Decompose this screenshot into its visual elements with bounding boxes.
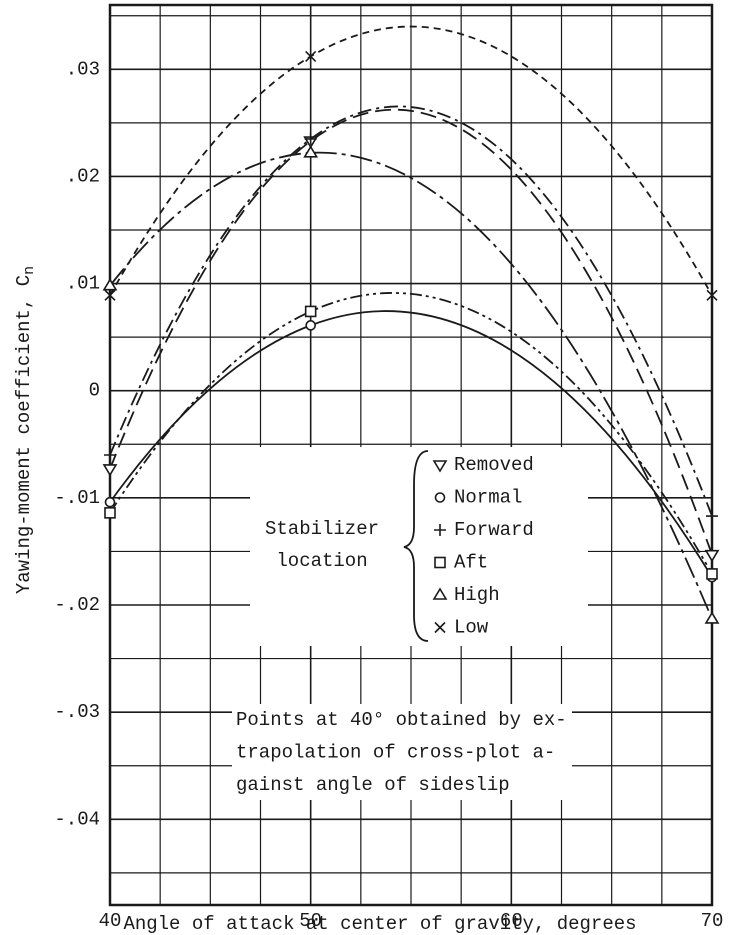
marker xyxy=(706,568,718,580)
legend-label: Low xyxy=(454,617,489,639)
y-tick-label: .01 xyxy=(66,273,100,295)
overlay: 40 50 60 70 .03 .02 .01 0 -.01 -.02 -.03 -.04 Angle … xyxy=(13,58,723,935)
y-tick-label: .02 xyxy=(66,165,100,187)
annotation: trapolation of cross-plot a- xyxy=(236,742,555,764)
x-tick-label: 40 xyxy=(99,910,122,932)
marker xyxy=(434,524,446,536)
series-line xyxy=(109,151,713,620)
marker xyxy=(434,556,446,569)
x-tick-label: 70 xyxy=(701,910,724,932)
y-axis-label-text: Yawing-moment coefficient, C xyxy=(13,275,35,594)
legend-title: location xyxy=(276,550,367,572)
legend-brace xyxy=(403,450,429,642)
marker xyxy=(704,549,720,563)
marker xyxy=(102,278,118,291)
legend-label: Removed xyxy=(454,454,534,476)
y-tick-label: -.02 xyxy=(54,594,100,616)
series-line xyxy=(109,108,713,555)
y-axis-label: Yawing-moment coefficient, Cn xyxy=(13,266,38,594)
y-tick-label: -.01 xyxy=(54,487,100,509)
marker xyxy=(432,460,448,473)
marker xyxy=(432,587,448,600)
annotation: gainst angle of sideslip xyxy=(236,774,510,796)
marker xyxy=(434,621,446,634)
x-axis-label: Angle of attack at center of gravity, de… xyxy=(123,913,636,935)
marker xyxy=(303,145,319,158)
legend-label: Forward xyxy=(454,519,534,541)
y-tick-label: .03 xyxy=(66,58,100,80)
marker xyxy=(704,611,720,624)
annotation: Points at 40° obtained by ex- xyxy=(236,709,567,731)
annotation-background xyxy=(232,704,572,800)
series-line xyxy=(109,105,713,517)
marker xyxy=(706,510,718,523)
y-tick-label: -.03 xyxy=(54,701,100,723)
legend-title: Stabilizer xyxy=(265,518,379,540)
marker xyxy=(104,496,116,508)
marker xyxy=(305,50,317,62)
marker xyxy=(104,289,116,301)
series-line xyxy=(109,292,713,575)
marker xyxy=(304,305,317,318)
legend-label: Normal xyxy=(454,487,522,509)
y-tick-label: 0 xyxy=(89,380,100,402)
x-tick-label: 60 xyxy=(500,910,523,932)
marker xyxy=(304,132,317,145)
x-tick-label: 50 xyxy=(299,910,322,932)
legend-background xyxy=(405,447,580,646)
legend-label: Aft xyxy=(454,552,488,574)
marker xyxy=(434,492,446,503)
curves xyxy=(102,25,720,624)
marker xyxy=(102,464,118,477)
marker xyxy=(104,507,116,519)
marker xyxy=(104,449,116,461)
marker xyxy=(305,320,316,331)
y-axis-label-subscript: n xyxy=(21,266,38,275)
marker xyxy=(706,289,718,301)
legend-label: High xyxy=(454,584,500,606)
series-line xyxy=(109,25,713,296)
y-tick-label: -.04 xyxy=(54,808,100,830)
